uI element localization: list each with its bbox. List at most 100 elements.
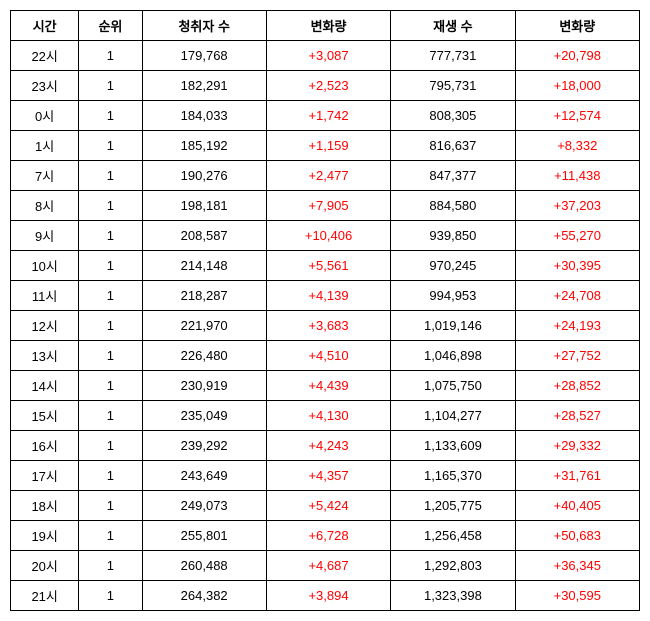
cell-plays: 939,850: [391, 221, 515, 251]
cell-change1: +4,357: [266, 461, 390, 491]
table-row: 8시1198,181+7,905884,580+37,203: [11, 191, 640, 221]
cell-change2: +29,332: [515, 431, 639, 461]
cell-change2: +20,798: [515, 41, 639, 71]
cell-listeners: 218,287: [142, 281, 266, 311]
table-row: 0시1184,033+1,742808,305+12,574: [11, 101, 640, 131]
header-change1: 변화량: [266, 11, 390, 41]
cell-plays: 808,305: [391, 101, 515, 131]
table-row: 16시1239,292+4,2431,133,609+29,332: [11, 431, 640, 461]
header-row: 시간 순위 청취자 수 변화량 재생 수 변화량: [11, 11, 640, 41]
cell-change1: +1,159: [266, 131, 390, 161]
cell-rank: 1: [79, 341, 142, 371]
cell-change1: +4,139: [266, 281, 390, 311]
cell-plays: 1,165,370: [391, 461, 515, 491]
cell-rank: 1: [79, 491, 142, 521]
cell-plays: 1,133,609: [391, 431, 515, 461]
cell-time: 7시: [11, 161, 79, 191]
cell-rank: 1: [79, 191, 142, 221]
cell-rank: 1: [79, 251, 142, 281]
cell-listeners: 184,033: [142, 101, 266, 131]
cell-plays: 994,953: [391, 281, 515, 311]
cell-listeners: 208,587: [142, 221, 266, 251]
cell-change1: +1,742: [266, 101, 390, 131]
cell-time: 17시: [11, 461, 79, 491]
table-row: 20시1260,488+4,6871,292,803+36,345: [11, 551, 640, 581]
cell-time: 15시: [11, 401, 79, 431]
cell-change1: +4,439: [266, 371, 390, 401]
cell-time: 1시: [11, 131, 79, 161]
cell-change2: +31,761: [515, 461, 639, 491]
cell-time: 0시: [11, 101, 79, 131]
cell-time: 11시: [11, 281, 79, 311]
cell-time: 21시: [11, 581, 79, 611]
cell-change1: +10,406: [266, 221, 390, 251]
cell-rank: 1: [79, 521, 142, 551]
table-row: 11시1218,287+4,139994,953+24,708: [11, 281, 640, 311]
cell-listeners: 230,919: [142, 371, 266, 401]
cell-listeners: 226,480: [142, 341, 266, 371]
cell-listeners: 235,049: [142, 401, 266, 431]
cell-rank: 1: [79, 221, 142, 251]
cell-listeners: 249,073: [142, 491, 266, 521]
cell-rank: 1: [79, 101, 142, 131]
cell-change2: +55,270: [515, 221, 639, 251]
table-row: 21시1264,382+3,8941,323,398+30,595: [11, 581, 640, 611]
cell-rank: 1: [79, 431, 142, 461]
cell-rank: 1: [79, 581, 142, 611]
header-time: 시간: [11, 11, 79, 41]
table-row: 7시1190,276+2,477847,377+11,438: [11, 161, 640, 191]
cell-plays: 1,104,277: [391, 401, 515, 431]
cell-listeners: 243,649: [142, 461, 266, 491]
cell-change2: +28,852: [515, 371, 639, 401]
cell-listeners: 179,768: [142, 41, 266, 71]
table-row: 9시1208,587+10,406939,850+55,270: [11, 221, 640, 251]
cell-listeners: 239,292: [142, 431, 266, 461]
table-row: 15시1235,049+4,1301,104,277+28,527: [11, 401, 640, 431]
cell-change2: +50,683: [515, 521, 639, 551]
header-listeners: 청취자 수: [142, 11, 266, 41]
cell-listeners: 255,801: [142, 521, 266, 551]
table-row: 23시1182,291+2,523795,731+18,000: [11, 71, 640, 101]
cell-change2: +18,000: [515, 71, 639, 101]
cell-plays: 1,256,458: [391, 521, 515, 551]
cell-change2: +37,203: [515, 191, 639, 221]
cell-rank: 1: [79, 161, 142, 191]
table-row: 12시1221,970+3,6831,019,146+24,193: [11, 311, 640, 341]
cell-change1: +3,683: [266, 311, 390, 341]
cell-change1: +4,243: [266, 431, 390, 461]
cell-rank: 1: [79, 41, 142, 71]
cell-rank: 1: [79, 551, 142, 581]
cell-listeners: 190,276: [142, 161, 266, 191]
table-row: 19시1255,801+6,7281,256,458+50,683: [11, 521, 640, 551]
cell-time: 23시: [11, 71, 79, 101]
cell-change2: +8,332: [515, 131, 639, 161]
cell-listeners: 260,488: [142, 551, 266, 581]
header-change2: 변화량: [515, 11, 639, 41]
cell-change1: +5,561: [266, 251, 390, 281]
cell-change1: +7,905: [266, 191, 390, 221]
cell-rank: 1: [79, 371, 142, 401]
cell-plays: 1,019,146: [391, 311, 515, 341]
cell-plays: 884,580: [391, 191, 515, 221]
cell-change2: +30,595: [515, 581, 639, 611]
cell-time: 13시: [11, 341, 79, 371]
cell-time: 8시: [11, 191, 79, 221]
table-row: 14시1230,919+4,4391,075,750+28,852: [11, 371, 640, 401]
cell-change2: +40,405: [515, 491, 639, 521]
cell-listeners: 182,291: [142, 71, 266, 101]
cell-time: 12시: [11, 311, 79, 341]
table-row: 1시1185,192+1,159816,637+8,332: [11, 131, 640, 161]
cell-time: 14시: [11, 371, 79, 401]
cell-time: 10시: [11, 251, 79, 281]
cell-change2: +27,752: [515, 341, 639, 371]
cell-time: 19시: [11, 521, 79, 551]
cell-change2: +11,438: [515, 161, 639, 191]
cell-change2: +24,193: [515, 311, 639, 341]
cell-time: 18시: [11, 491, 79, 521]
cell-listeners: 185,192: [142, 131, 266, 161]
cell-plays: 1,075,750: [391, 371, 515, 401]
cell-time: 22시: [11, 41, 79, 71]
cell-listeners: 214,148: [142, 251, 266, 281]
table-row: 22시1179,768+3,087777,731+20,798: [11, 41, 640, 71]
cell-plays: 1,205,775: [391, 491, 515, 521]
